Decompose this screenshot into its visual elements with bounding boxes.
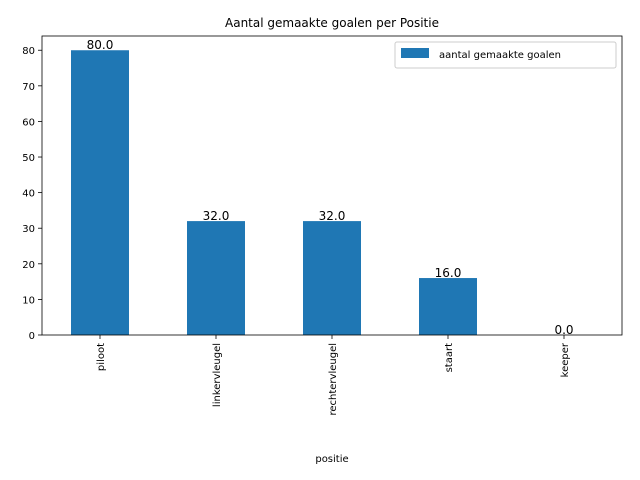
data-label: 80.0: [87, 38, 114, 52]
data-label: 0.0: [554, 323, 573, 337]
bar-piloot: [71, 50, 129, 335]
data-label: 16.0: [435, 266, 462, 280]
chart-title: Aantal gemaakte goalen per Positie: [225, 16, 439, 30]
bar-staart: [419, 278, 477, 335]
x-tick-label: piloot: [96, 343, 107, 371]
y-tick-label: 50: [22, 153, 35, 164]
x-tick-label: staart: [444, 343, 455, 372]
y-tick-label: 60: [22, 117, 35, 128]
axes-frame: [41, 35, 623, 336]
x-tick-label: rechtervleugel: [328, 343, 339, 416]
x-tick-label: keeper: [560, 342, 571, 377]
bar-rechtervleugel: [303, 221, 361, 335]
y-tick-label: 10: [22, 295, 35, 306]
y-tick-label: 80: [22, 46, 35, 57]
legend: aantal gemaakte goalen: [394, 41, 617, 69]
x-tick-label: linkervleugel: [212, 343, 223, 407]
plot-area: 0 10 20 30 40 50 60 70 80 piloot linkervleugel rech…: [22, 35, 623, 416]
legend-swatch: [401, 48, 429, 58]
x-axis-title: positie: [315, 454, 348, 465]
y-tick-label: 30: [22, 224, 35, 235]
y-tick-label: 40: [22, 189, 35, 200]
y-tick-label: 70: [22, 82, 35, 93]
bar-linkervleugel: [187, 221, 245, 335]
data-label: 32.0: [319, 209, 346, 223]
y-tick-label: 20: [22, 260, 35, 271]
y-tick-label: 0: [29, 331, 35, 342]
legend-box: [394, 41, 617, 69]
data-label: 32.0: [203, 209, 230, 223]
legend-label: aantal gemaakte goalen: [439, 50, 561, 61]
